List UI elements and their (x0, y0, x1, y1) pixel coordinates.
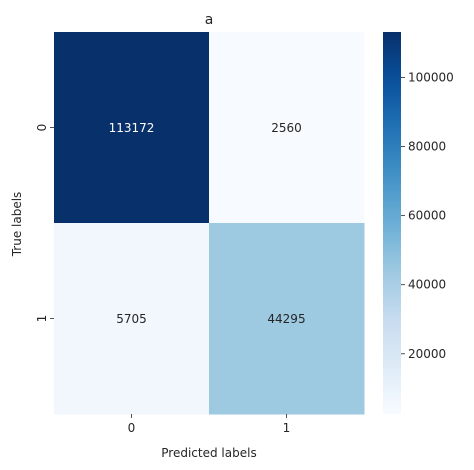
colorbar-tick-label: 60000 (408, 209, 446, 223)
y-tick-label: 0 (35, 124, 49, 132)
heatmap-cell-1-1 (209, 223, 365, 415)
cell-value-label: 113172 (109, 121, 155, 135)
cell-value-label: 5705 (116, 312, 147, 326)
colorbar-axis: 20000 40000 60000 80000 100000 (401, 70, 454, 361)
colorbar-tick-label: 100000 (408, 70, 454, 84)
heatmap-cells: 113172 2560 5705 44295 (54, 32, 365, 415)
y-axis-label: True labels (10, 192, 24, 258)
heatmap-cell-0-0 (54, 32, 210, 224)
x-axis-label: Predicted labels (161, 446, 256, 460)
colorbar (383, 32, 401, 414)
colorbar-tick-label: 80000 (408, 140, 446, 154)
heatmap-cell-1-0 (54, 223, 210, 415)
cell-value-label: 44295 (267, 312, 305, 326)
colorbar-tick-label: 20000 (408, 347, 446, 361)
x-tick-label: 1 (283, 421, 291, 435)
colorbar-tick-label: 40000 (408, 278, 446, 292)
x-tick-label: 0 (128, 421, 136, 435)
chart-title: a (205, 12, 214, 28)
y-axis: 01 (35, 124, 54, 323)
cell-value-label: 2560 (271, 121, 302, 135)
y-tick-label: 1 (35, 315, 49, 323)
heatmap-cell-0-1 (209, 32, 365, 224)
